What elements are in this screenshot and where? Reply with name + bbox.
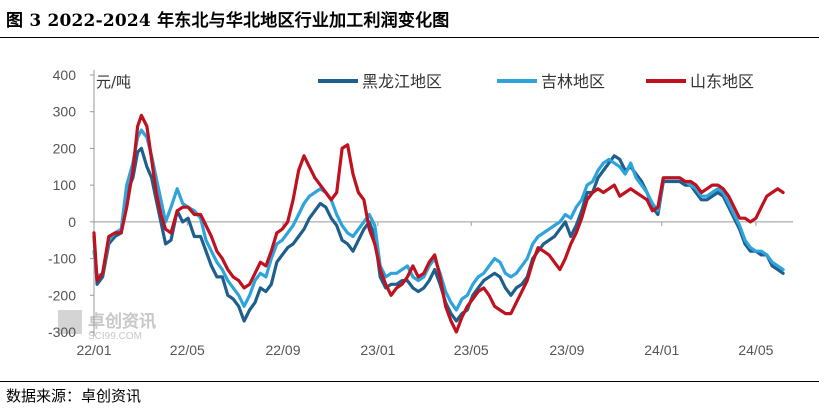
series-line-3 [92, 113, 785, 334]
watermark-logo-icon [58, 310, 82, 334]
y-tick-label: -300 [48, 324, 76, 340]
x-tick-label: 22/05 [170, 342, 205, 358]
y-tick-label: -100 [48, 251, 76, 267]
y-tick-label: 400 [53, 67, 77, 83]
y-tick-label: 100 [53, 177, 77, 193]
legend: 黑龙江地区 吉林地区 山东地区 [318, 72, 754, 91]
y-tick-label: 0 [68, 214, 76, 230]
watermark-sub: SCI99.COM [88, 331, 142, 342]
line-chart: 卓创资讯 SCI99.COM 400 300 200 100 0 -100 -200 -300… [48, 67, 793, 358]
title-divider [0, 37, 819, 38]
x-tick-label: 23/09 [549, 342, 584, 358]
series-line-1 [92, 146, 785, 323]
x-tick-label: 22/09 [265, 342, 300, 358]
y-tick-label: -200 [48, 287, 76, 303]
x-tick-label: 24/01 [644, 342, 679, 358]
x-tick-label: 22/01 [76, 342, 111, 358]
legend-label: 吉林地区 [541, 72, 605, 91]
watermark-text: 卓创资讯 [88, 311, 156, 332]
y-axis-unit-label: 元/吨 [96, 73, 131, 91]
y-tick-label: 200 [53, 140, 77, 156]
y-tick-label: 300 [53, 104, 77, 120]
legend-label: 黑龙江地区 [362, 72, 442, 91]
x-tick-label: 23/01 [360, 342, 395, 358]
series-group [92, 113, 785, 334]
source-divider [0, 381, 819, 382]
x-tick-label: 24/05 [738, 342, 773, 358]
legend-label: 山东地区 [690, 72, 754, 91]
figure-title: 图 3 2022-2024 年东北与华北地区行业加工利润变化图 [6, 11, 450, 31]
x-tick-label: 23/05 [454, 342, 489, 358]
data-source: 数据来源：卓创资讯 [6, 387, 142, 405]
watermark: 卓创资讯 SCI99.COM [58, 310, 156, 342]
